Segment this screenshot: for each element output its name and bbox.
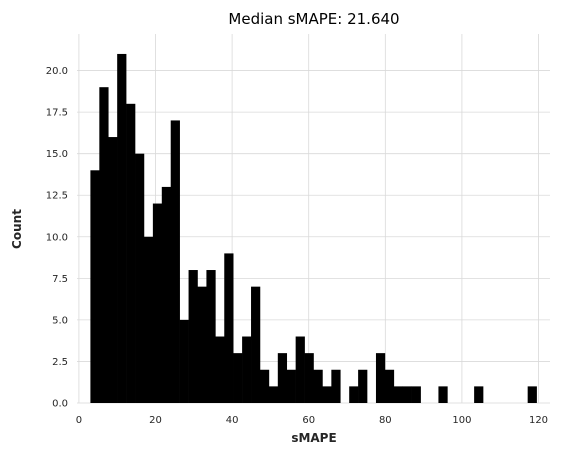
y-tick-label: 17.5	[46, 108, 68, 119]
histogram-bar	[331, 369, 341, 403]
histogram-bar	[224, 253, 234, 403]
histogram-bar	[322, 386, 332, 403]
histogram-bar	[393, 386, 404, 403]
histogram-bar	[259, 369, 270, 403]
histogram-bar	[349, 386, 359, 403]
y-tick-label: 20.0	[46, 66, 68, 77]
histogram-bar	[215, 336, 225, 403]
histogram-bar	[268, 386, 279, 403]
histogram-bar	[402, 386, 412, 403]
chart-title: Median sMAPE: 21.640	[228, 10, 399, 28]
histogram-bar	[143, 236, 154, 403]
histogram-bar	[117, 53, 127, 403]
histogram-bar	[286, 369, 296, 403]
x-tick-label: 120	[529, 415, 548, 426]
histogram-bar	[242, 336, 252, 403]
histogram-bar	[358, 369, 368, 403]
histogram-bar	[527, 386, 537, 403]
x-tick-label: 60	[302, 415, 315, 426]
histogram-bar	[438, 386, 448, 403]
histogram-bar	[135, 153, 145, 403]
histogram-bar	[90, 170, 100, 403]
histogram-bar	[384, 369, 395, 403]
histogram-bar	[126, 103, 136, 403]
histogram-bar	[251, 286, 261, 403]
histogram-bar	[277, 353, 288, 403]
histogram-bar	[295, 336, 305, 403]
y-tick-label: 15.0	[46, 149, 68, 160]
x-tick-label: 0	[76, 415, 82, 426]
histogram-bar	[313, 369, 323, 403]
histogram-bar	[108, 137, 118, 403]
histogram-bar	[188, 270, 198, 403]
y-tick-label: 2.5	[52, 357, 68, 368]
histogram-bar	[152, 203, 163, 403]
histogram-bar	[179, 319, 189, 403]
y-tick-label: 7.5	[52, 274, 68, 285]
y-tick-label: 10.0	[46, 232, 68, 243]
histogram-bar	[411, 386, 421, 403]
y-tick-label: 12.5	[46, 191, 68, 202]
histogram-bar	[170, 120, 180, 403]
histogram-bar	[304, 353, 314, 403]
histogram-bar	[233, 353, 243, 403]
histogram-bar	[161, 186, 172, 403]
histogram-bar	[197, 286, 207, 403]
y-tick-label: 5.0	[52, 315, 68, 326]
x-tick-label: 100	[452, 415, 471, 426]
x-tick-label: 80	[379, 415, 392, 426]
y-axis-label: Count	[10, 209, 24, 249]
bars	[90, 53, 537, 404]
histogram-bar	[474, 386, 484, 403]
x-axis-label: sMAPE	[291, 431, 336, 445]
x-tick-label: 20	[149, 415, 162, 426]
y-tick-label: 0.0	[52, 399, 68, 410]
x-tick-label: 40	[226, 415, 239, 426]
tick-labels: 0 20 40 60 80 100 120 0.0 2.5 5.0 7.5 10.0 12.5 15.0 1…	[46, 66, 548, 426]
histogram-bar	[206, 270, 216, 403]
histogram-bar	[375, 353, 386, 403]
histogram-bar	[99, 87, 109, 404]
